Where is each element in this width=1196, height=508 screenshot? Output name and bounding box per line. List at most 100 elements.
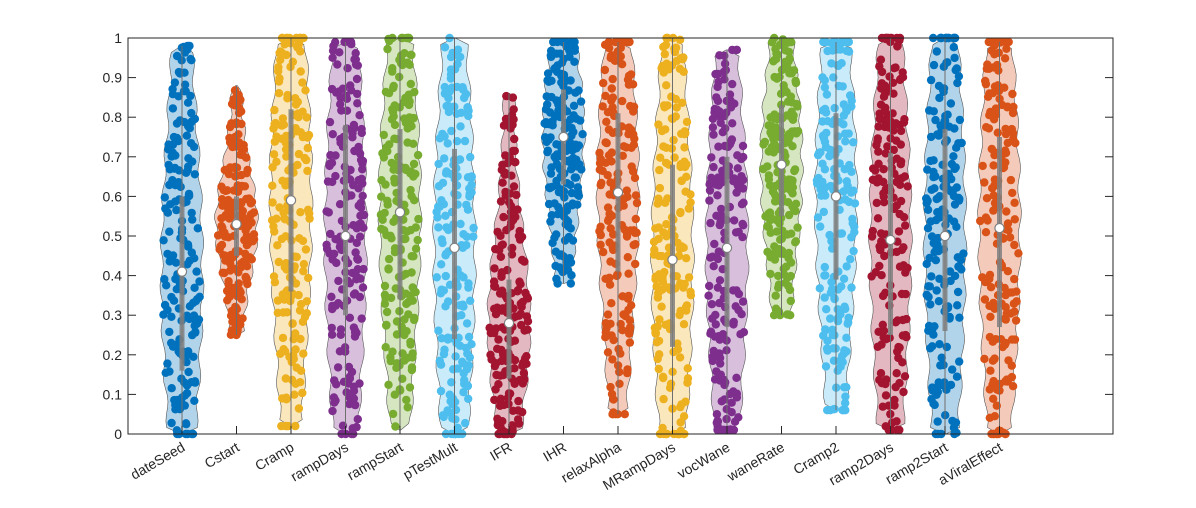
data-point [616, 349, 625, 358]
data-point [771, 123, 781, 132]
data-point [733, 164, 742, 173]
data-point [990, 412, 999, 421]
data-point [714, 142, 723, 151]
data-point [459, 273, 468, 282]
data-point [893, 316, 902, 325]
data-point [653, 199, 662, 208]
data-point [716, 217, 725, 227]
data-point [441, 211, 450, 220]
data-point [729, 177, 738, 186]
data-point [298, 107, 307, 116]
data-point [1002, 375, 1012, 384]
data-point [670, 153, 679, 162]
data-point [881, 335, 891, 344]
data-point [217, 195, 227, 204]
data-point [234, 130, 243, 139]
data-point [355, 232, 365, 241]
data-point [655, 165, 664, 175]
data-point [602, 323, 611, 333]
data-point [180, 80, 190, 89]
data-point [543, 100, 552, 109]
data-point [624, 123, 634, 132]
data-point [669, 135, 678, 145]
data-point [760, 137, 770, 147]
data-point [843, 182, 852, 191]
data-point [837, 37, 846, 47]
data-point [295, 234, 304, 243]
data-point [281, 259, 291, 268]
data-point [1003, 37, 1012, 47]
data-point [684, 273, 694, 282]
data-point [213, 231, 223, 240]
data-point [682, 172, 691, 181]
data-point [562, 258, 571, 267]
data-point [988, 380, 997, 389]
data-point [333, 363, 343, 372]
data-point [448, 414, 457, 423]
data-point [273, 241, 282, 250]
data-point [902, 333, 911, 342]
data-point [546, 169, 556, 178]
data-point [562, 76, 571, 85]
data-point [288, 319, 297, 328]
data-point [706, 329, 715, 338]
data-point [596, 240, 605, 249]
data-point [930, 248, 939, 257]
data-point [268, 198, 277, 207]
data-point [707, 300, 717, 309]
data-point [244, 194, 254, 203]
iqr-box [343, 125, 348, 316]
data-point [497, 241, 506, 250]
data-point [830, 331, 839, 340]
data-point [407, 50, 416, 60]
data-point [167, 292, 176, 302]
data-point [379, 153, 389, 162]
data-point [303, 133, 312, 142]
data-point [172, 426, 182, 435]
data-point [830, 294, 839, 303]
data-point [441, 271, 450, 281]
data-point [353, 415, 362, 424]
data-point [978, 161, 987, 171]
data-point [929, 107, 938, 116]
violin-waneRate [759, 33, 804, 320]
data-point [650, 323, 659, 332]
data-point [182, 131, 192, 140]
data-point [383, 196, 392, 205]
data-point [933, 417, 942, 426]
data-point [328, 130, 337, 139]
data-point [271, 118, 280, 128]
data-point [333, 60, 342, 69]
data-point [296, 378, 305, 387]
data-point [357, 124, 366, 134]
data-point [1008, 108, 1018, 118]
x-tick-label: dateSeed [128, 439, 188, 483]
data-point [926, 156, 935, 166]
data-point [879, 165, 888, 174]
data-point [820, 165, 830, 174]
data-point [451, 352, 460, 361]
data-point [875, 62, 884, 71]
data-point [623, 253, 632, 262]
data-point [822, 90, 832, 99]
data-point [355, 220, 364, 229]
data-point [883, 142, 892, 151]
data-point [290, 390, 299, 399]
data-point [443, 139, 452, 148]
data-point [268, 163, 277, 172]
data-point [389, 165, 398, 174]
data-point [980, 354, 989, 364]
data-point [296, 128, 305, 137]
data-point [289, 351, 298, 360]
data-point [349, 386, 359, 396]
data-point [298, 317, 308, 326]
data-point [891, 382, 900, 392]
data-point [185, 314, 194, 324]
data-point [793, 223, 802, 232]
data-point [620, 37, 629, 47]
data-point [552, 140, 561, 149]
data-point [296, 67, 305, 76]
data-point [874, 147, 883, 156]
data-point [505, 389, 515, 398]
data-point [463, 103, 472, 112]
